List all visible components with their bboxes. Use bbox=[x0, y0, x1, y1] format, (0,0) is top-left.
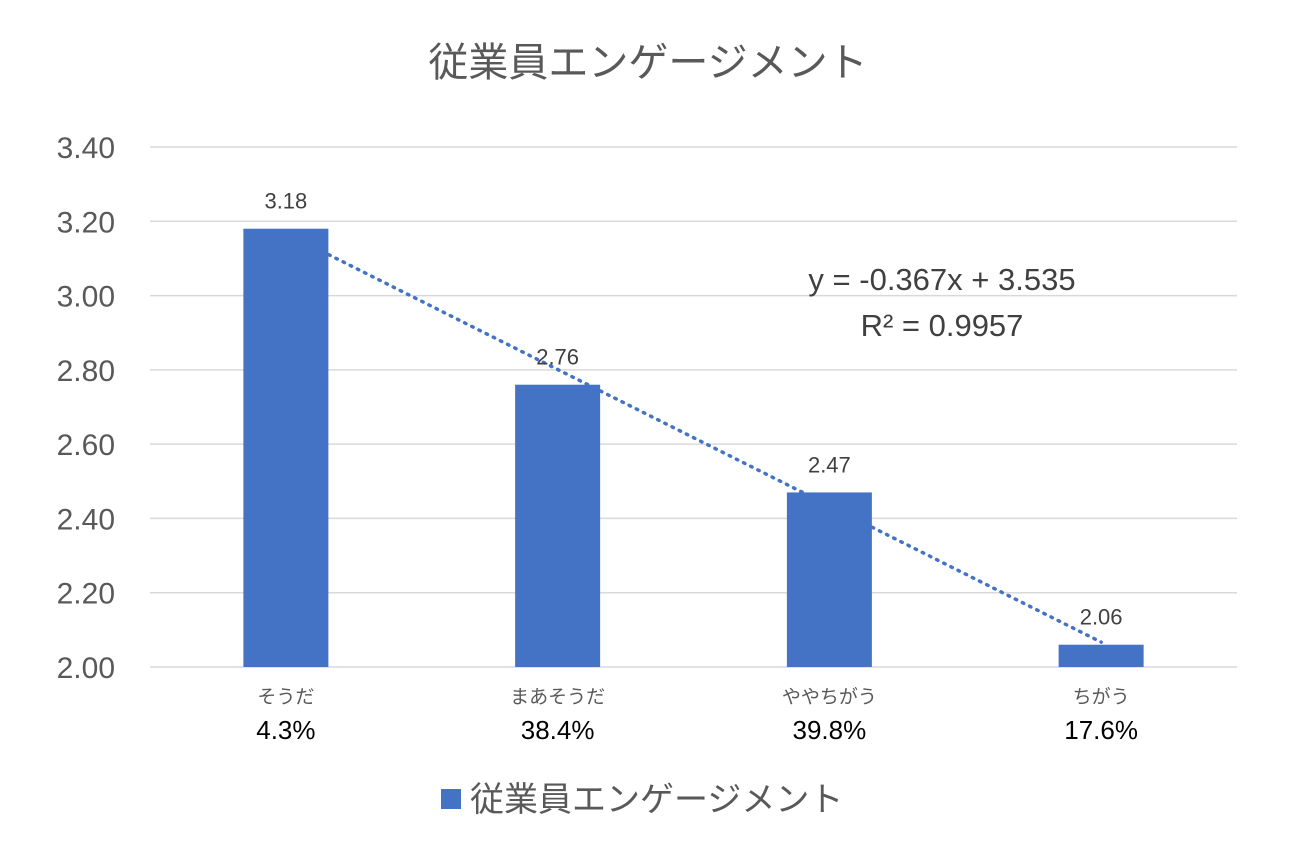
trendline-equation: y = -0.367x + 3.535 bbox=[808, 262, 1075, 297]
trendline-path bbox=[284, 231, 1103, 644]
trendline-r-squared: R² = 0.9957 bbox=[861, 308, 1024, 343]
y-tick-label: 2.20 bbox=[57, 578, 115, 611]
y-tick-label: 2.60 bbox=[57, 429, 115, 462]
x-category-label: ややちがう bbox=[782, 686, 877, 708]
bar bbox=[786, 492, 872, 667]
data-label: 2.76 bbox=[536, 345, 579, 370]
y-tick-label: 3.20 bbox=[57, 206, 115, 239]
data-label: 2.47 bbox=[808, 452, 851, 477]
legend-swatch bbox=[441, 789, 461, 809]
data-label: 2.06 bbox=[1080, 605, 1123, 630]
chart-title: 従業員エンゲージメント bbox=[428, 40, 867, 86]
legend-label: 従業員エンゲージメント bbox=[470, 780, 843, 820]
data-label: 3.18 bbox=[264, 189, 307, 214]
x-axis: そうだ 4.3% まあそうだ 38.4% ややちがう 39.8% ちがう 17.6% bbox=[256, 686, 1138, 745]
legend: 従業員エンゲージメント bbox=[441, 780, 843, 820]
x-category-share: 38.4% bbox=[521, 715, 595, 745]
gridlines bbox=[150, 146, 1237, 668]
y-tick-label: 2.80 bbox=[57, 355, 115, 388]
x-category-label: そうだ bbox=[257, 686, 314, 708]
x-category-share: 17.6% bbox=[1064, 715, 1138, 745]
bar bbox=[515, 384, 601, 667]
y-tick-label: 3.40 bbox=[57, 132, 115, 165]
x-category-share: 39.8% bbox=[793, 715, 867, 745]
x-category-share: 4.3% bbox=[256, 715, 315, 745]
bar bbox=[243, 228, 329, 667]
y-tick-label: 3.00 bbox=[57, 281, 115, 314]
y-axis: 2.00 2.20 2.40 2.60 2.80 3.00 3.20 3.40 bbox=[57, 132, 115, 685]
y-tick-label: 2.00 bbox=[57, 652, 115, 685]
trendline bbox=[284, 231, 1103, 644]
bars bbox=[243, 228, 1144, 667]
bar bbox=[1058, 644, 1144, 667]
data-labels: 3.18 2.76 2.47 2.06 bbox=[264, 189, 1122, 630]
y-tick-label: 2.40 bbox=[57, 503, 115, 536]
x-category-label: ちがう bbox=[1073, 686, 1130, 708]
x-category-label: まあそうだ bbox=[510, 686, 605, 708]
